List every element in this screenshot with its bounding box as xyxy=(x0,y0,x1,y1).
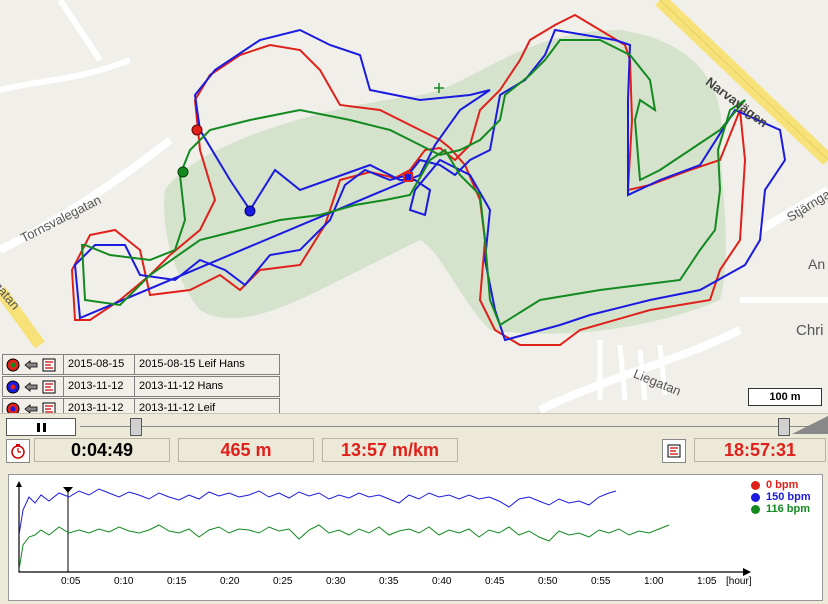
track-date: 2015-08-15 xyxy=(64,355,135,374)
clock-time: 18:57:31 xyxy=(694,438,826,462)
follow-icon[interactable] xyxy=(23,357,39,373)
x-axis-arrow xyxy=(743,568,751,576)
speed-ramp-icon xyxy=(792,416,828,434)
details-icon[interactable] xyxy=(41,357,57,373)
x-tick-label: 0:45 xyxy=(485,576,505,587)
x-tick-label: 0:55 xyxy=(591,576,611,587)
playback-bar xyxy=(0,413,828,436)
route-color-icon[interactable] xyxy=(5,401,21,417)
start-marker xyxy=(16,481,22,487)
track-date: 2013-11-12 xyxy=(64,399,135,418)
start-marker xyxy=(403,172,413,182)
street-label-an: An xyxy=(808,256,826,272)
pace-value: 13:57 m/km xyxy=(322,438,458,462)
legend-blue-dot xyxy=(751,492,760,502)
x-tick-label: 0:30 xyxy=(326,576,346,587)
track-date: 2013-11-12 xyxy=(64,377,135,396)
road-southwest xyxy=(0,286,45,349)
track-row[interactable]: 2013-11-12 2013-11-12 Leif xyxy=(2,398,280,419)
playback-slider[interactable] xyxy=(80,426,820,427)
map-canvas xyxy=(0,0,828,413)
follow-icon[interactable] xyxy=(23,401,39,417)
stopwatch-icon[interactable] xyxy=(6,439,30,463)
legend-red-dot xyxy=(751,480,760,490)
road-tornsvalegatan xyxy=(0,136,173,254)
x-tick-label: 0:25 xyxy=(273,576,293,587)
distance-value: 465 m xyxy=(178,438,314,462)
track-row[interactable]: 2015-08-15 2015-08-15 Leif Hans xyxy=(2,354,280,375)
x-tick-label: 0:10 xyxy=(114,576,134,587)
park-area xyxy=(164,30,726,334)
track-name: 2015-08-15 Leif Hans xyxy=(139,358,245,370)
green-position-marker[interactable] xyxy=(177,166,189,178)
blue-position-marker[interactable] xyxy=(244,205,256,217)
clock-mode-icon[interactable] xyxy=(662,439,686,463)
map-view[interactable]: Narvavägen Tornsvalegatan Liegatan Stjär… xyxy=(0,0,828,413)
x-tick-label: 0:40 xyxy=(432,576,452,587)
elapsed-time: 0:04:49 xyxy=(34,438,170,462)
map-scale: 100 m xyxy=(748,388,822,406)
track-green-route xyxy=(80,39,746,327)
x-tick-label: 0:15 xyxy=(167,576,187,587)
track-blue-route xyxy=(73,28,787,342)
legend-item: 0 bpm xyxy=(751,479,798,491)
green-hr-line xyxy=(18,524,670,571)
crosshair-marker xyxy=(434,83,444,93)
heart-rate-plot xyxy=(16,481,751,576)
x-tick-label: 0:05 xyxy=(61,576,81,587)
pause-icon xyxy=(36,422,46,432)
graph-axes xyxy=(18,483,747,573)
playback-thumb[interactable] xyxy=(130,418,142,436)
track-list: 2015-08-15 2015-08-15 Leif Hans 2013-11-… xyxy=(2,354,280,420)
legend-item: 116 bpm xyxy=(751,503,810,515)
time-cursor-marker xyxy=(63,487,73,493)
x-tick-label: 0:20 xyxy=(220,576,240,587)
track-row[interactable]: 2013-11-12 2013-11-12 Hans xyxy=(2,376,280,397)
follow-icon[interactable] xyxy=(23,379,39,395)
blue-hr-line xyxy=(18,488,617,536)
x-tick-label: 0:35 xyxy=(379,576,399,587)
details-icon[interactable] xyxy=(41,379,57,395)
track-name: 2013-11-12 Hans xyxy=(139,380,224,392)
legend-item: 150 bpm xyxy=(751,491,811,503)
street-label-chri: Chri xyxy=(796,322,824,339)
legend-green-dot xyxy=(751,504,760,514)
track-name: 2013-11-12 Leif xyxy=(139,402,216,414)
x-tick-label: 0:50 xyxy=(538,576,558,587)
route-color-icon[interactable] xyxy=(5,379,21,395)
x-axis-unit: [hour] xyxy=(726,576,752,587)
heart-rate-graph[interactable]: 0 bpm 150 bpm 116 bpm 0:05 0:10 0:15 0:2… xyxy=(8,474,823,601)
x-tick-label: 1:00 xyxy=(644,576,664,587)
x-tick-label: 1:05 xyxy=(697,576,717,587)
stats-bar: 0:04:49 465 m 13:57 m/km 18:57:31 xyxy=(0,435,828,465)
speed-thumb[interactable] xyxy=(778,418,790,436)
route-color-icon[interactable] xyxy=(5,357,21,373)
pause-button[interactable] xyxy=(6,418,76,436)
red-position-marker[interactable] xyxy=(191,124,203,136)
